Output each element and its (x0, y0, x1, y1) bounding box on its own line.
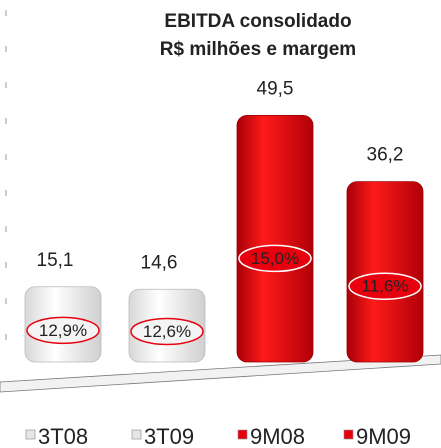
legend-label: 9M08 (250, 424, 305, 448)
legend-label: 3T08 (38, 424, 88, 448)
chart-title: EBITDA consolidado (164, 11, 351, 32)
bar (346, 181, 424, 363)
legend-swatch (25, 429, 36, 440)
margin-oval (238, 244, 312, 273)
value-label: 36,2 (367, 145, 404, 166)
margin-oval (26, 316, 100, 345)
value-label: 15,1 (37, 250, 74, 271)
legend-swatch (131, 429, 142, 440)
chart-subtitle: R$ milhões e margem (160, 39, 356, 60)
legend-swatch (237, 429, 248, 440)
value-label: 49,5 (257, 78, 294, 99)
margin-oval (130, 317, 204, 346)
bar (236, 115, 314, 363)
legend-swatch (343, 429, 354, 440)
margin-oval (348, 272, 422, 301)
margin-label: 11,6% (362, 277, 409, 296)
margin-label: 12,6% (143, 322, 191, 341)
margin-label: 12,9% (39, 321, 87, 340)
margin-label: 15,0% (251, 249, 299, 268)
floor (0, 354, 441, 393)
value-label: 14,6 (141, 252, 178, 273)
legend-label: 9M09 (356, 424, 411, 448)
legend-label: 3T09 (144, 424, 194, 448)
